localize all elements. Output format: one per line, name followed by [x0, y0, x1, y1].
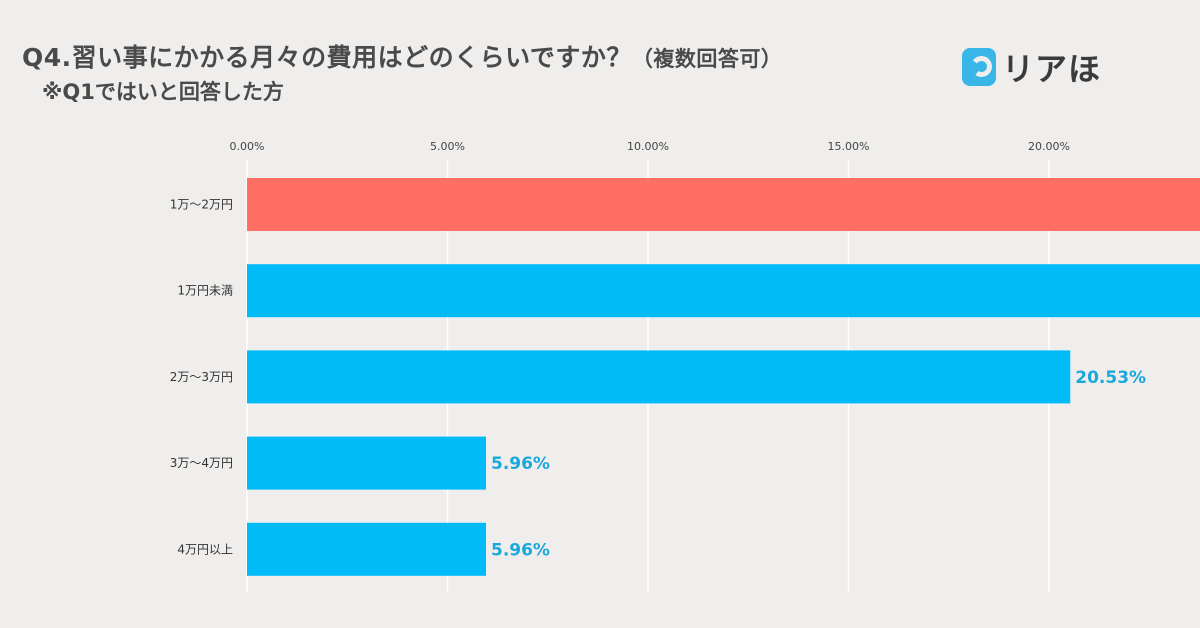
- data-label: 5.96%: [491, 454, 550, 474]
- category-label: 3万～4万円: [170, 456, 233, 470]
- data-label: 5.96%: [491, 540, 550, 560]
- x-tick-label: 10.00%: [627, 140, 669, 153]
- x-tick-label: 5.00%: [430, 140, 465, 153]
- data-label: 20.53%: [1075, 368, 1146, 388]
- title-block: Q4.習い事にかかる月々の費用はどのくらいですか？（複数回答可） ※Q1ではいと…: [22, 38, 782, 106]
- category-label: 1万円未満: [177, 284, 233, 298]
- bar: [247, 350, 1071, 404]
- bar: [247, 178, 1200, 231]
- logo-text: リアほ: [1002, 50, 1102, 88]
- bar: [247, 436, 486, 490]
- chart-subtitle: ※Q1ではいと回答した方: [42, 80, 284, 104]
- category-label: 4万円以上: [177, 542, 233, 556]
- chart-title-note: （複数回答可）: [631, 47, 783, 71]
- chart-title: Q4.習い事にかかる月々の費用はどのくらいですか？（複数回答可）: [22, 38, 782, 74]
- chart-title-text: Q4.習い事にかかる月々の費用はどのくらいですか？: [22, 43, 632, 72]
- x-tick-label: 20.00%: [1028, 140, 1070, 153]
- brand-logo: リアほ: [962, 44, 1101, 90]
- r-logo-icon: [962, 48, 996, 86]
- x-tick-label: 0.00%: [230, 140, 265, 153]
- category-label: 1万～2万円: [170, 198, 233, 212]
- category-label: 2万～3万円: [170, 370, 233, 384]
- bar: [247, 522, 486, 576]
- bar: [247, 264, 1200, 318]
- x-tick-label: 15.00%: [828, 140, 870, 153]
